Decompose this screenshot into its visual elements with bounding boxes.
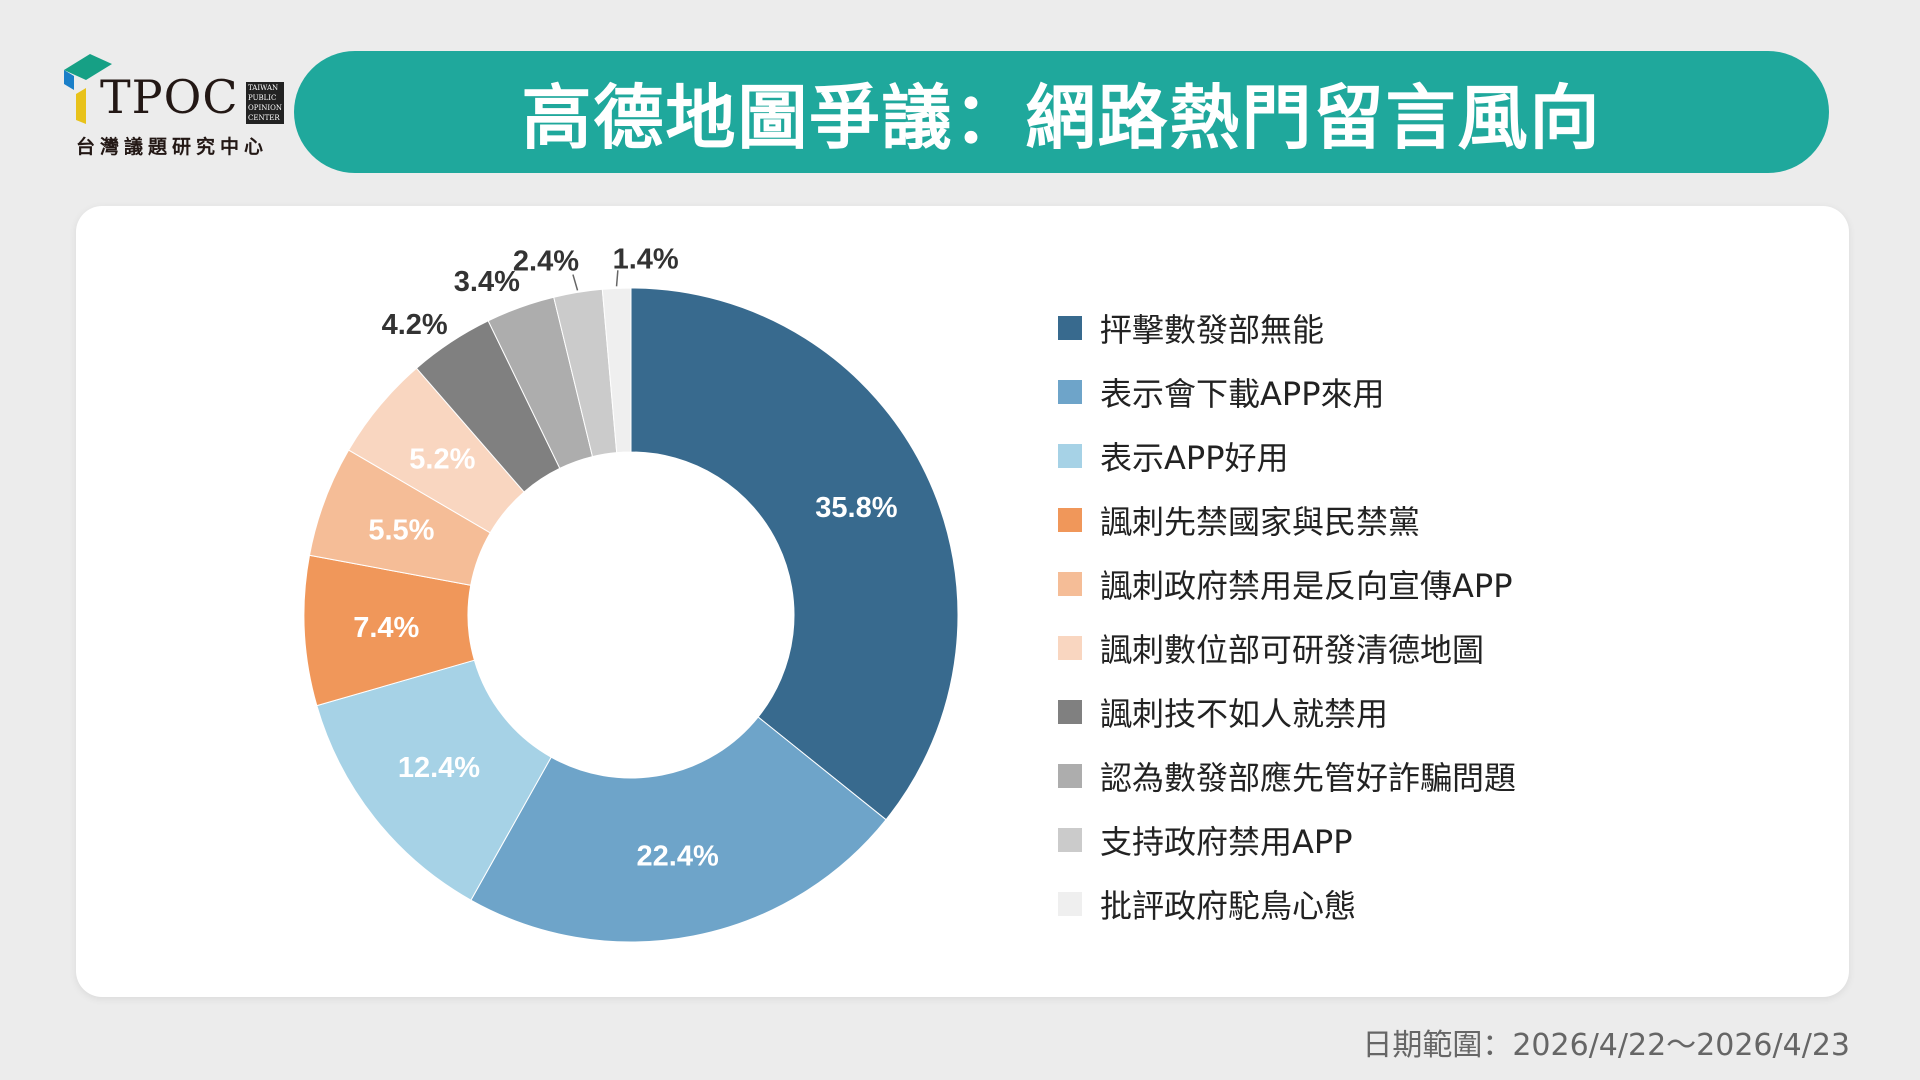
legend-label: 抨擊數發部無能 bbox=[1100, 311, 1325, 349]
legend-swatch bbox=[1058, 572, 1082, 596]
data-label: 3.4% bbox=[454, 266, 520, 298]
legend-label: 表示會下載APP來用 bbox=[1100, 375, 1385, 413]
data-label: 12.4% bbox=[398, 752, 480, 784]
logo-english: TAIWAN PUBLIC OPINION CENTER bbox=[246, 82, 284, 124]
data-label: 22.4% bbox=[637, 841, 719, 873]
legend-swatch bbox=[1058, 316, 1082, 340]
data-label: 7.4% bbox=[353, 612, 419, 644]
date-range: 日期範圍：2026/4/22～2026/4/23 bbox=[1362, 1028, 1850, 1063]
legend-item: 認為數發部應先管好詐騙問題 bbox=[1058, 744, 1516, 808]
legend-item: 諷刺政府禁用是反向宣傳APP bbox=[1058, 552, 1516, 616]
data-label: 5.5% bbox=[368, 515, 434, 547]
legend-swatch bbox=[1058, 508, 1082, 532]
leader-line bbox=[572, 274, 579, 291]
legend-swatch bbox=[1058, 636, 1082, 660]
donut-slice bbox=[470, 716, 887, 943]
legend-swatch bbox=[1058, 380, 1082, 404]
leader-line bbox=[615, 270, 619, 287]
logo-mark-icon bbox=[64, 54, 112, 124]
legend-swatch bbox=[1058, 764, 1082, 788]
legend-item: 諷刺先禁國家與民禁黨 bbox=[1058, 488, 1516, 552]
donut-slice bbox=[316, 659, 552, 901]
donut-slice bbox=[601, 287, 632, 454]
legend-item: 表示會下載APP來用 bbox=[1058, 360, 1516, 424]
logo-subtitle: 台灣議題研究中心 bbox=[76, 136, 269, 158]
legend-swatch bbox=[1058, 700, 1082, 724]
legend-item: 表示APP好用 bbox=[1058, 424, 1516, 488]
legend-label: 諷刺技不如人就禁用 bbox=[1100, 695, 1389, 733]
legend-label: 諷刺政府禁用是反向宣傳APP bbox=[1100, 567, 1513, 605]
data-label: 5.2% bbox=[409, 444, 475, 476]
legend-label: 批評政府駝鳥心態 bbox=[1100, 887, 1357, 925]
legend-label: 支持政府禁用APP bbox=[1100, 823, 1353, 861]
tpoc-logo bbox=[60, 52, 280, 157]
legend-swatch bbox=[1058, 444, 1082, 468]
legend-swatch bbox=[1058, 892, 1082, 916]
legend-label: 諷刺數位部可研發清德地圖 bbox=[1100, 631, 1485, 669]
legend-label: 諷刺先禁國家與民禁黨 bbox=[1100, 503, 1421, 541]
legend-swatch bbox=[1058, 828, 1082, 852]
data-label: 35.8% bbox=[815, 492, 897, 524]
legend-item: 諷刺技不如人就禁用 bbox=[1058, 680, 1516, 744]
legend: 抨擊數發部無能表示會下載APP來用 表示APP好用諷刺先禁國家與民禁黨諷刺政府禁用… bbox=[1058, 296, 1516, 936]
legend-label: 認為數發部應先管好詐騙問題 bbox=[1100, 759, 1517, 797]
data-label: 2.4% bbox=[513, 246, 579, 278]
legend-item: 諷刺數位部可研發清德地圖 bbox=[1058, 616, 1516, 680]
data-label: 1.4% bbox=[613, 243, 679, 275]
donut-slice bbox=[630, 287, 959, 821]
legend-item: 支持政府禁用APP bbox=[1058, 808, 1516, 872]
logo-text: TPOC bbox=[100, 70, 239, 124]
legend-label: 表示APP好用 bbox=[1100, 439, 1289, 477]
legend-item: 批評政府駝鳥心態 bbox=[1058, 872, 1516, 936]
page-title: 高德地圖爭議：網路熱門留言風向 bbox=[521, 76, 1602, 159]
title-banner: 高德地圖爭議：網路熱門留言風向 bbox=[294, 51, 1829, 173]
legend-item: 抨擊數發部無能 bbox=[1058, 296, 1516, 360]
data-label: 4.2% bbox=[382, 309, 448, 341]
